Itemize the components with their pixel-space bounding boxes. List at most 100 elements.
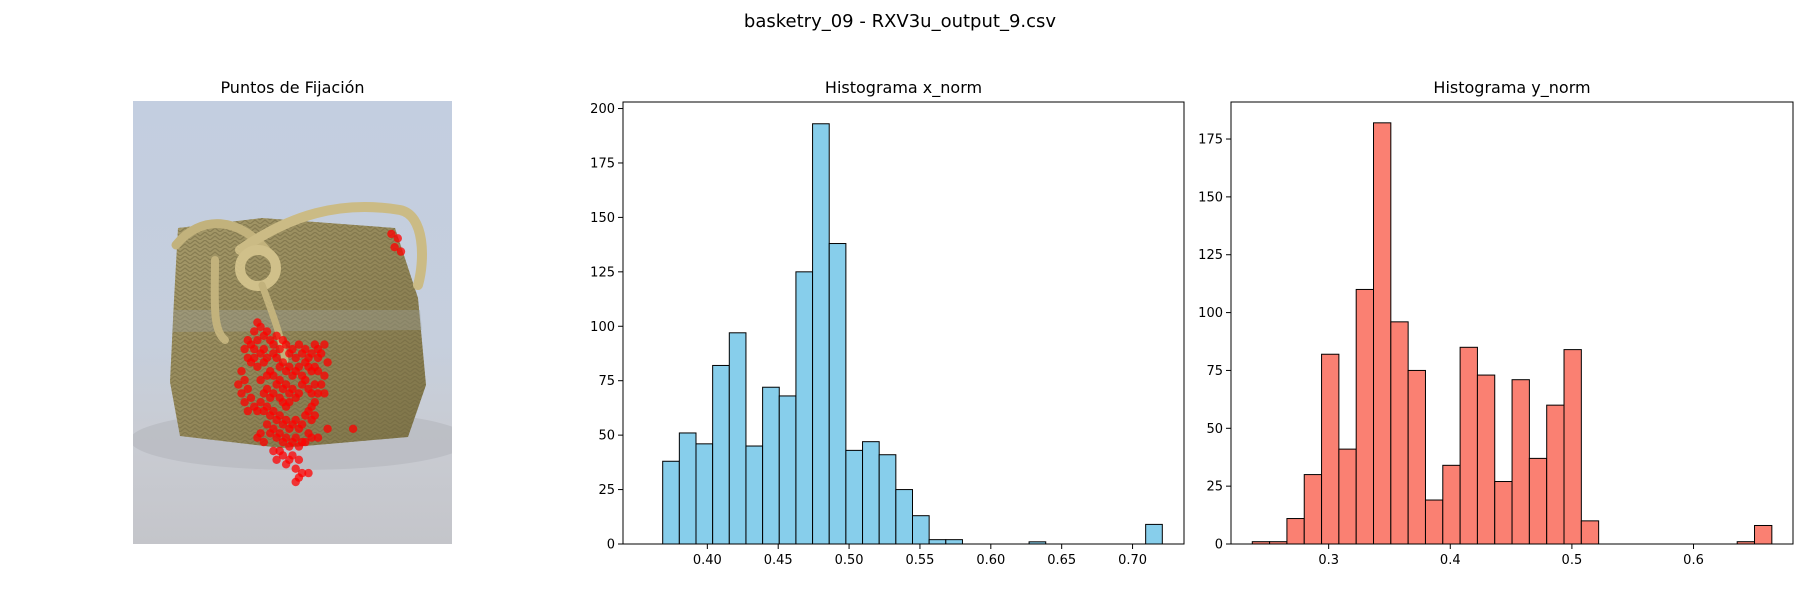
x-histogram-x-tick-label: 0.70 [1118,553,1147,568]
fixation-point [393,234,402,243]
fixation-point [310,411,319,420]
fixation-point [304,468,313,478]
y-histogram-bar [1424,499,1444,545]
fixation-point [313,433,323,442]
fixation-point [243,336,252,345]
fixation-point [256,398,265,407]
y-histogram-y-tick-label: 50 [1206,422,1223,437]
fixation-point [256,375,265,385]
fixation-point [396,247,406,256]
x-histogram-bar [712,364,730,545]
figure-suptitle: basketry_09 - RXV3u_output_9.csv [744,11,1056,32]
fixation-point [275,429,284,438]
fixation-point [259,437,268,447]
fixation-point [323,424,332,433]
fixation-panel: Puntos de Fijación [133,78,452,544]
x-histogram-x-tick-label: 0.40 [693,553,722,568]
y-histogram-y-tick-label: 0 [1215,538,1223,553]
x-histogram-y-tick-label: 75 [598,374,615,389]
fixation-point [275,375,284,385]
x-histogram-bar [1145,523,1163,545]
x-histogram-y-tick-label: 25 [598,483,615,498]
fixation-point [275,393,284,402]
fixation-point [301,375,310,385]
y-histogram-bar [1442,464,1461,545]
fixation-point [250,353,259,363]
fixation-point [275,344,284,354]
y-histogram-x-ticks: 0.3 0.4 0.5 0.6 [1318,544,1704,568]
fixation-point [278,358,288,367]
fixation-point [310,362,319,371]
y-histogram-bar [1286,518,1305,545]
fixation-point [250,327,259,336]
y-histogram-bar [1494,481,1513,545]
fixation-point [240,344,249,354]
fixation-point [262,420,272,429]
y-histogram-x-tick-label: 0.4 [1440,553,1461,568]
fixation-point [307,389,316,398]
fixation-point [323,358,332,367]
fixation-point [253,336,262,345]
fixation-point [246,393,256,402]
fixation-point [250,344,259,354]
fixation-point [256,322,265,332]
y-histogram-bar [1476,374,1496,545]
fixation-point [294,362,304,371]
y-histogram-bar [1754,524,1773,545]
y-histogram-y-tick-label: 100 [1198,306,1223,321]
fixation-point [390,243,399,252]
fixation-panel-title: Puntos de Fijación [220,78,364,97]
fixation-point [269,406,278,416]
y-histogram-x-tick-label: 0.3 [1318,553,1339,568]
x-histogram-panel: Histograma x_norm 0.40 0.45 0.50 0.55 0.60 0.… [590,78,1185,568]
fixation-point [294,389,304,398]
y-histogram-bar [1459,346,1478,545]
fixation-point [243,353,252,363]
x-histogram-y-tick-label: 200 [590,102,615,117]
fixation-point [281,433,291,442]
x-histogram-bar [745,445,764,545]
x-histogram-y-ticks: 0 25 50 75 100 125 150 175 200 [590,102,623,553]
fixation-point [272,331,281,340]
fixation-point [320,340,329,349]
fixation-point [288,451,297,460]
x-histogram-title: Histograma x_norm [825,78,982,98]
fixation-point [253,406,262,416]
x-histogram-bar [678,432,697,545]
fixation-point [262,371,272,380]
fixation-point [291,477,300,487]
fixation-points [234,229,406,487]
fixation-point [281,340,291,349]
fixation-point [301,437,310,447]
fixation-point [269,424,278,433]
fixation-point [301,358,310,367]
fixation-point [297,468,307,478]
fixation-point [285,362,294,371]
x-histogram-y-tick-label: 0 [607,538,615,553]
x-histogram-bar [928,539,947,545]
y-histogram-bar [1407,369,1426,545]
x-histogram-y-tick-label: 125 [590,265,615,280]
x-histogram-y-tick-label: 100 [590,320,615,335]
x-histogram-y-tick-label: 50 [598,429,615,444]
x-histogram-bar [812,123,830,545]
fixation-point [288,384,297,394]
fixation-point [301,344,310,354]
y-histogram-bar [1580,520,1600,545]
y-histogram-bars [1251,122,1773,545]
fixation-point [259,344,268,354]
x-histogram-bar [895,489,913,545]
x-histogram-y-tick-label: 150 [590,211,615,226]
x-histogram-bar [762,386,780,545]
x-histogram-bar [912,515,930,545]
fixation-point [310,380,319,389]
fixation-point [313,389,323,398]
fixation-point [288,344,297,354]
y-histogram-bar [1338,448,1357,545]
x-histogram-x-tick-label: 0.65 [1047,553,1076,568]
basket-photo [133,101,452,544]
fixation-point [272,353,281,363]
fixation-point [253,362,262,371]
fixation-point [291,464,300,473]
fixation-point [317,380,326,389]
